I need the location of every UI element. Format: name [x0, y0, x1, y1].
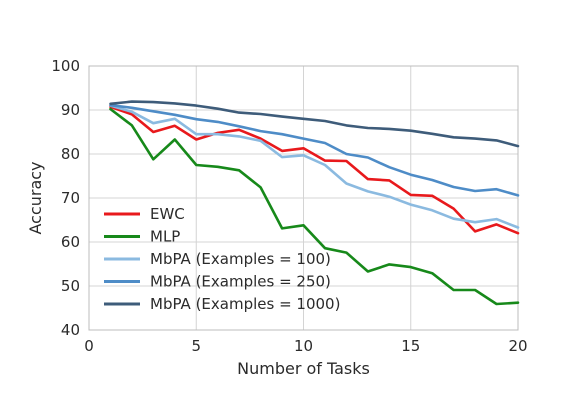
series-line-3: [109, 104, 520, 229]
series-line-2: [109, 107, 520, 306]
series-line-1: [109, 105, 520, 235]
y-tick-label: 100: [51, 57, 80, 75]
y-tick-label: 90: [61, 101, 80, 119]
plot-frame: [88, 65, 519, 331]
y-tick-label: 40: [61, 321, 80, 339]
legend-label: MbPA (Examples = 100): [150, 250, 331, 268]
legend: EWC MLP MbPA (Examples = 100) MbPA (Example…: [104, 205, 340, 313]
x-tick-label: 20: [508, 337, 527, 355]
y-tick-label: 60: [61, 233, 80, 251]
x-axis-label: Number of Tasks: [237, 359, 370, 378]
x-tick-label: 15: [401, 337, 420, 355]
legend-label: EWC: [150, 205, 185, 223]
y-tick-label: 50: [61, 277, 80, 295]
legend-label: MLP: [150, 228, 180, 246]
series-line-4: [109, 103, 520, 197]
series-line-5: [109, 100, 520, 148]
legend-label: MbPA (Examples = 250): [150, 273, 331, 291]
y-tick-label: 70: [61, 189, 80, 207]
x-tick-label: 10: [294, 337, 313, 355]
x-tick-label: 5: [191, 337, 201, 355]
y-axis-label: Accuracy: [26, 161, 45, 234]
x-tick-label: 0: [84, 337, 94, 355]
y-tick-label: 80: [61, 145, 80, 163]
axis-ticks: 0 5 10 15 20 40 50 60 70 80 90 100: [51, 57, 527, 355]
legend-label: MbPA (Examples = 1000): [150, 295, 340, 313]
series-lines: [109, 100, 520, 306]
